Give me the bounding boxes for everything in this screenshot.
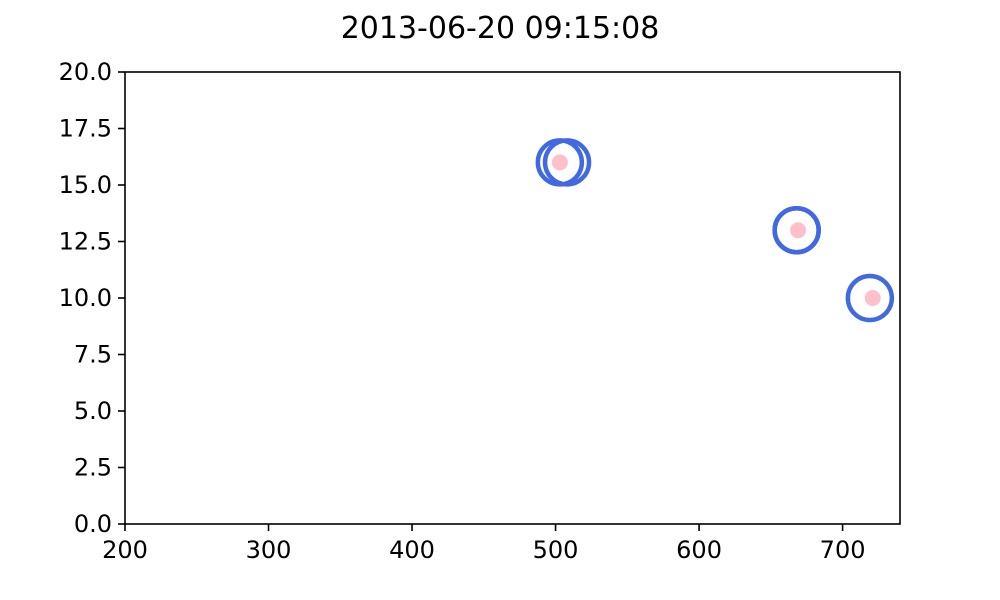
x-tick-label: 200	[102, 536, 148, 564]
ring-marker	[845, 273, 895, 323]
chart-title: 2013-06-20 09:15:08	[341, 11, 660, 46]
x-tick-label: 500	[533, 536, 579, 564]
y-tick-label: 20.0	[59, 58, 112, 86]
dot-marker	[864, 290, 881, 306]
y-tick-label: 10.0	[59, 284, 112, 312]
y-tick-label: 0.0	[74, 510, 112, 538]
x-axis: 200 300 400 500 600 700	[102, 524, 865, 564]
y-tick-label: 17.5	[59, 115, 112, 143]
y-tick-label: 2.5	[74, 454, 112, 482]
y-axis: 0.0 2.5 5.0 7.5 10.0 12.5 15.0 17.5 20.0	[59, 58, 125, 538]
y-tick-label: 15.0	[59, 171, 112, 199]
x-tick-label: 600	[676, 536, 722, 564]
plot-area	[124, 71, 901, 525]
y-tick-label: 7.5	[74, 341, 112, 369]
dot-marker	[551, 154, 568, 171]
dot-marker	[790, 222, 807, 239]
plot-frame	[124, 71, 901, 525]
ring-marker	[542, 138, 592, 187]
x-tick-label: 300	[246, 536, 292, 564]
x-tick-label: 700	[820, 536, 866, 564]
x-tick-label: 400	[389, 536, 435, 564]
ring-marker	[772, 205, 821, 255]
y-tick-label: 12.5	[59, 228, 112, 256]
y-tick-label: 5.0	[74, 397, 112, 425]
